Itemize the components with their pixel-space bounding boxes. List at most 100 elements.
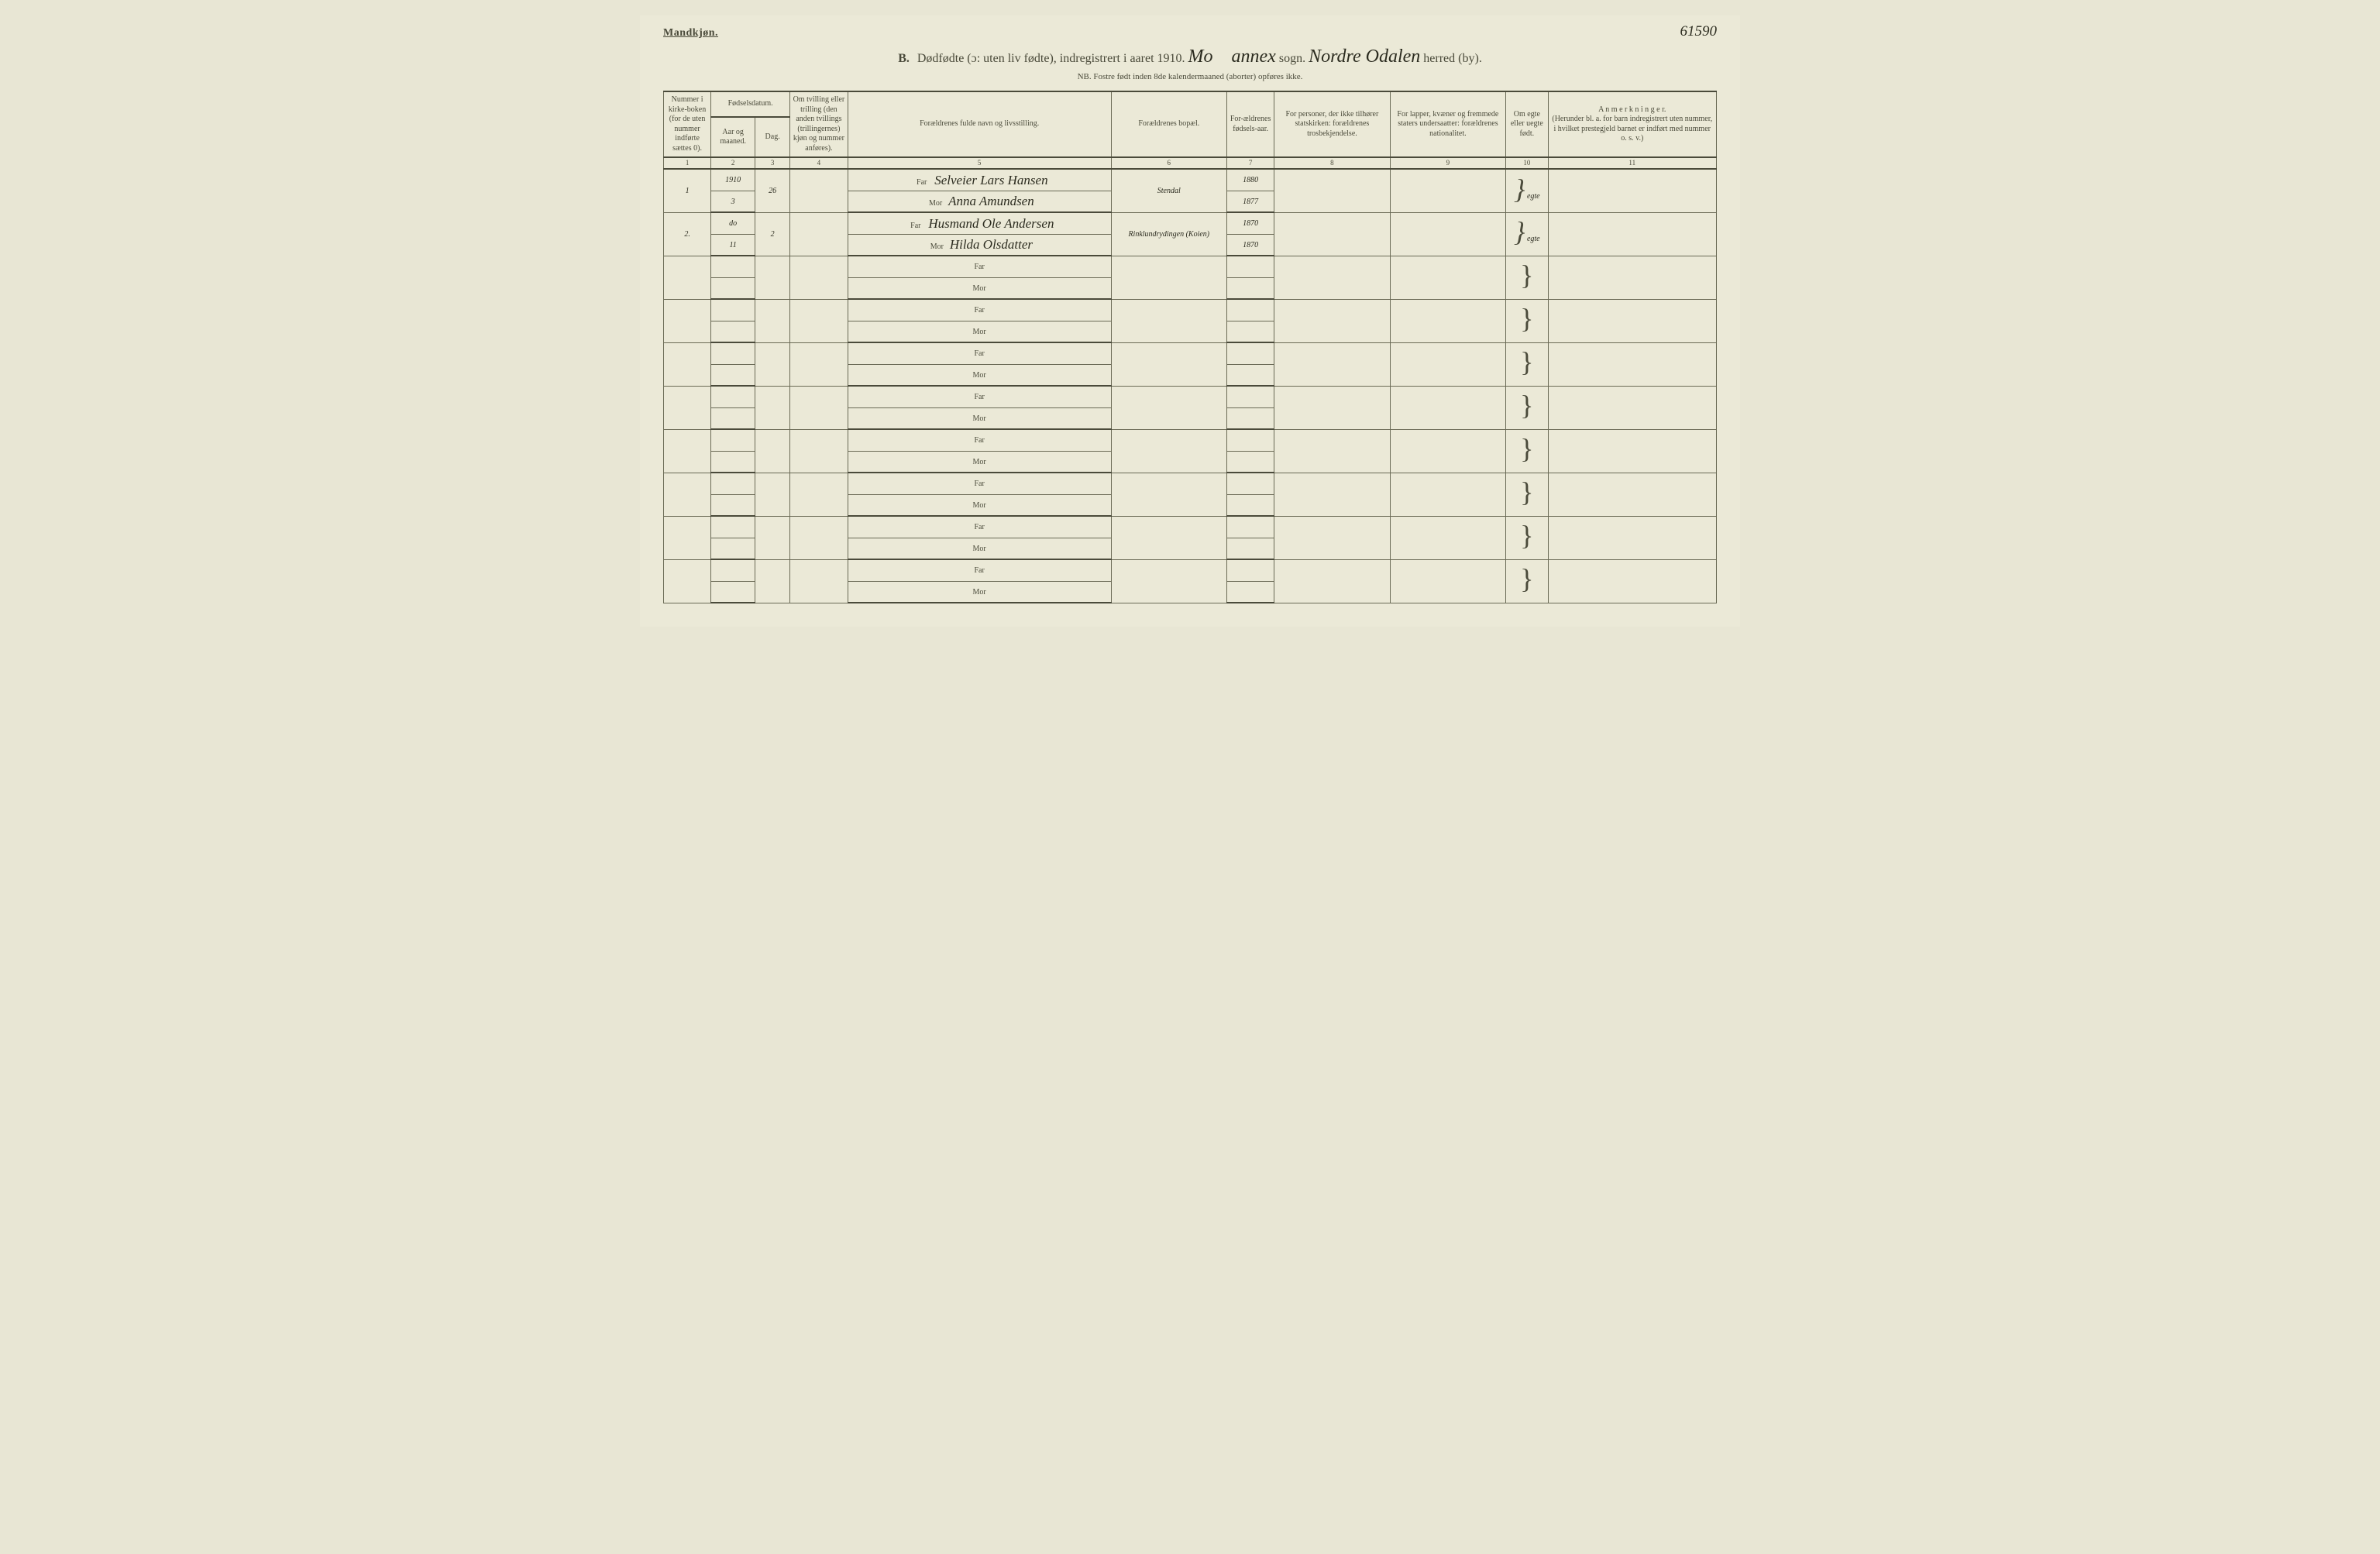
cell-nat (1390, 429, 1505, 473)
cell-far: Far (848, 256, 1111, 277)
cell-mor-aar (1227, 364, 1274, 386)
cell-aar (711, 559, 755, 581)
table-row: Far } (664, 299, 1717, 321)
cell-num (664, 342, 711, 386)
mor-text: Anna Amundsen (948, 194, 1034, 208)
herred-label: herred (by). (1423, 52, 1482, 65)
cell-nat (1390, 342, 1505, 386)
cell-mor-aar (1227, 581, 1274, 603)
colnum-10: 10 (1506, 157, 1548, 169)
cell-tros (1274, 212, 1390, 256)
col-tvilling: Om tvilling eller trilling (den anden tv… (790, 91, 848, 157)
cell-far-aar: 1880 (1227, 169, 1274, 191)
cell-num: 1 (664, 169, 711, 212)
cell-tvilling (790, 559, 848, 603)
cell-far: Far (848, 473, 1111, 494)
cell-mor-aar (1227, 277, 1274, 299)
cell-maaned (711, 538, 755, 559)
cell-tros (1274, 473, 1390, 516)
cell-egte: } (1506, 473, 1548, 516)
table-row: Far } (664, 429, 1717, 451)
cell-tros (1274, 342, 1390, 386)
cell-nat (1390, 386, 1505, 429)
cell-dag (755, 386, 790, 429)
cell-dag (755, 342, 790, 386)
cell-far: Far Selveier Lars Hansen (848, 169, 1111, 191)
sub-note: NB. Fostre født inden 8de kalendermaaned… (663, 72, 1717, 81)
table-row: Far } (664, 386, 1717, 407)
cell-dag (755, 559, 790, 603)
sogn-mid: annex (1232, 46, 1276, 67)
label-far: Far (968, 523, 990, 531)
cell-egte: } (1506, 429, 1548, 473)
herred-hand: Nordre Odalen (1309, 46, 1420, 67)
anm-title: A n m e r k n i n g e r. (1551, 105, 1714, 115)
cell-nat (1390, 516, 1505, 559)
cell-mor: Mor (848, 451, 1111, 473)
cell-tvilling (790, 386, 848, 429)
far-text: Husmand Ole Andersen (928, 216, 1054, 231)
cell-mor-aar (1227, 407, 1274, 429)
cell-far-aar (1227, 342, 1274, 364)
anm-sub: (Herunder bl. a. for barn indregistrert … (1551, 115, 1714, 144)
cell-bopael (1111, 342, 1226, 386)
col-dag: Dag. (755, 117, 790, 157)
label-far: Far (968, 566, 990, 575)
brace-icon: } (1520, 303, 1533, 334)
brace-icon: } (1520, 346, 1533, 377)
label-mor: Mor (968, 545, 990, 553)
cell-bopael: Stendal (1111, 169, 1226, 212)
cell-far-aar (1227, 516, 1274, 538)
cell-mor: Mor (848, 538, 1111, 559)
cell-dag (755, 473, 790, 516)
cell-far: Far (848, 516, 1111, 538)
cell-dag (755, 516, 790, 559)
cell-nat (1390, 473, 1505, 516)
label-mor: Mor (968, 328, 990, 336)
egte-text: egte (1527, 235, 1540, 243)
cell-far-aar (1227, 386, 1274, 407)
col-nummer: Nummer i kirke-boken (for de uten nummer… (664, 91, 711, 157)
label-far: Far (968, 393, 990, 401)
cell-maaned (711, 364, 755, 386)
cell-dag: 26 (755, 169, 790, 212)
cell-far: Far Husmand Ole Andersen (848, 212, 1111, 234)
cell-maaned (711, 451, 755, 473)
cell-num (664, 256, 711, 299)
cell-tvilling (790, 299, 848, 342)
cell-dag: 2 (755, 212, 790, 256)
brace-icon: } (1520, 476, 1533, 507)
label-mor: Mor (926, 242, 948, 251)
col-foraeldre: Forældrenes fulde navn og livsstilling. (848, 91, 1111, 157)
col-fodselsdatum: Fødselsdatum. (711, 91, 790, 117)
cell-maaned (711, 494, 755, 516)
cell-anm (1548, 386, 1717, 429)
egte-text: egte (1527, 192, 1540, 201)
col-bopael: Forældrenes bopæl. (1111, 91, 1226, 157)
colnum-1: 1 (664, 157, 711, 169)
cell-tros (1274, 256, 1390, 299)
cell-egte: } (1506, 516, 1548, 559)
cell-mor-aar (1227, 451, 1274, 473)
cell-num (664, 299, 711, 342)
cell-tros (1274, 169, 1390, 212)
cell-maaned: 3 (711, 191, 755, 212)
colnum-3: 3 (755, 157, 790, 169)
cell-aar (711, 386, 755, 407)
cell-far: Far (848, 299, 1111, 321)
cell-far-aar (1227, 299, 1274, 321)
cell-maaned (711, 277, 755, 299)
cell-tros (1274, 429, 1390, 473)
cell-bopael (1111, 386, 1226, 429)
cell-nat (1390, 169, 1505, 212)
col-egte: Om egte eller uegte født. (1506, 91, 1548, 157)
cell-aar (711, 256, 755, 277)
brace-icon: } (1520, 260, 1533, 291)
cell-dag (755, 256, 790, 299)
cell-maaned (711, 581, 755, 603)
cell-nat (1390, 212, 1505, 256)
top-row: Mandkjøn. 61590 (663, 23, 1717, 40)
cell-far-aar (1227, 473, 1274, 494)
cell-maaned: 11 (711, 234, 755, 256)
cell-bopael (1111, 559, 1226, 603)
